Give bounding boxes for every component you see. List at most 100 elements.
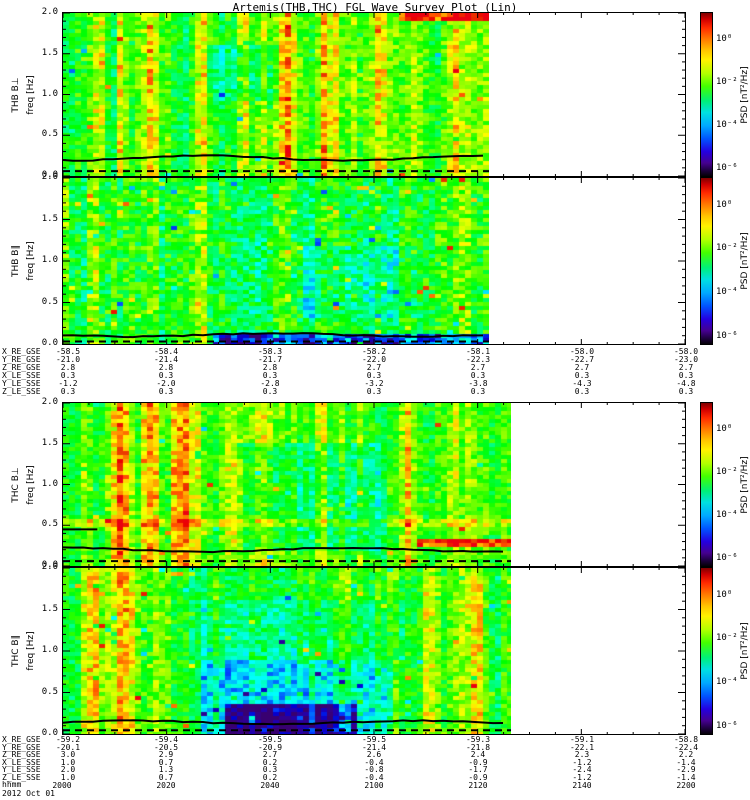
ephemeris-value: 0.3 xyxy=(574,387,590,396)
ephemeris-value: 3.0 xyxy=(60,750,76,759)
ephemeris-value: 0.3 xyxy=(158,387,174,396)
ephemeris-value: 2.2 xyxy=(678,750,694,759)
ephemeris-value: -0.9 xyxy=(468,757,488,767)
ephemeris-value: -59.4 xyxy=(153,735,179,744)
y-tick-label: 1.0 xyxy=(41,478,58,489)
colorbar-tick-label: 10⁻² xyxy=(716,243,738,254)
ephemeris-value: -21.7 xyxy=(257,355,283,364)
colorbar-thc-bperp xyxy=(700,402,713,567)
ephemeris-value: -58.0 xyxy=(673,347,699,356)
y-tick-label: 2.0 xyxy=(41,172,58,182)
spectrogram-panel-thb-bpar xyxy=(62,177,686,345)
colorbar-axis-label: PSD [nT²/Hz] xyxy=(740,455,750,514)
ephemeris-value: -58.8 xyxy=(673,735,699,744)
y-tick-label: 0.5 xyxy=(41,129,58,140)
ephemeris-value: 0.3 xyxy=(262,371,278,380)
y-tick-label: 2.0 xyxy=(41,397,58,407)
overlay-solid-line xyxy=(63,154,484,162)
panel-label-thb-bperp: THB B⊥ xyxy=(11,76,21,113)
colorbar-tick-label: 10⁻⁶ xyxy=(716,552,738,563)
ephemeris-row-label: Y_RE_GSE xyxy=(2,742,41,752)
ephemeris-value: 2.0 xyxy=(60,765,76,774)
colorbar-tick-label: 10⁻⁶ xyxy=(716,162,738,173)
plot-title-text: Artemis(THB,THC) FGL Wave Survey Plot (L… xyxy=(232,1,518,15)
overlay-solid-line xyxy=(63,546,504,554)
ephemeris-value: -3.2 xyxy=(364,379,384,388)
ephemeris-value: 2.7 xyxy=(470,363,486,372)
ephemeris-value: -22.0 xyxy=(361,355,387,364)
ephemeris-value: -22.7 xyxy=(569,355,595,364)
ephemeris-value: 0.3 xyxy=(470,371,486,380)
ephemeris-value: 0.3 xyxy=(366,371,382,380)
ephemeris-value: -0.4 xyxy=(364,757,384,767)
ephemeris-value: 2.4 xyxy=(470,750,486,759)
time-tick-label: 2020 xyxy=(156,781,176,790)
overlay-solid-line xyxy=(63,719,504,726)
ephemeris-value: -3.8 xyxy=(468,379,488,388)
ephemeris-value: -0.8 xyxy=(364,765,384,774)
spectrogram-canvas-thc-bpar xyxy=(63,568,511,734)
ephemeris-value: 0.3 xyxy=(158,371,174,380)
ephemeris-row-label: Z_RE_GSE xyxy=(2,750,41,759)
ephemeris-value: 0.3 xyxy=(262,387,278,396)
ephemeris-row-label: X_LE_SSE xyxy=(2,371,41,380)
colorbar-tick-label: 10⁻⁴ xyxy=(716,509,738,520)
freq-axis-label: freq [Hz] xyxy=(26,631,36,671)
ephemeris-value: -58.0 xyxy=(569,347,595,356)
y-tick-label: 0.5 xyxy=(41,519,58,530)
freq-axis-label: freq [Hz] xyxy=(26,464,36,505)
colorbar-tick-label: 10⁰ xyxy=(716,589,733,600)
ephemeris-value: -20.1 xyxy=(55,742,81,752)
overlay-lines-thb-bpar xyxy=(63,178,685,344)
ephemeris-value: -59.2 xyxy=(55,735,81,744)
ephemeris-row-label: Y_LE_SSE xyxy=(2,379,41,388)
y-tick-label: 1.5 xyxy=(41,603,58,614)
colorbar-axis-label: PSD [nT²/Hz] xyxy=(740,622,750,680)
ephemeris-value: 0.2 xyxy=(262,757,278,767)
y-tick-label: 0.0 xyxy=(41,170,58,180)
ephemeris-value: 0.3 xyxy=(60,387,76,396)
ephemeris-value: -1.4 xyxy=(676,772,696,782)
ephemeris-value: 2.8 xyxy=(60,363,76,372)
ephemeris-value: -58.2 xyxy=(361,347,387,356)
ephemeris-value: -58.4 xyxy=(153,347,179,356)
colorbar-tick-label: 10⁻⁴ xyxy=(716,286,738,297)
ephemeris-value: -20.9 xyxy=(257,742,283,752)
y-tick-label: 1.0 xyxy=(41,88,58,99)
ephemeris-value: 2.8 xyxy=(158,363,174,372)
ephemeris-value: -58.1 xyxy=(465,347,491,356)
ephemeris-row-label: X_LE_SSE xyxy=(2,757,41,767)
ephemeris-value: 0.2 xyxy=(262,772,278,782)
ephemeris-value: 2.6 xyxy=(366,750,382,759)
spectrogram-canvas-thb-bpar xyxy=(63,178,489,344)
y-tick-label: 1.5 xyxy=(41,47,58,58)
colorbar-thb-bperp xyxy=(700,12,713,177)
spectrogram-canvas-thb-bperp xyxy=(63,13,489,176)
ephemeris-value: 0.7 xyxy=(158,757,174,767)
ephemeris-value: -22.4 xyxy=(673,742,699,752)
ephemeris-value: -1.4 xyxy=(676,757,696,767)
ephemeris-value: -2.4 xyxy=(572,765,592,774)
ephemeris-value: 1.0 xyxy=(60,772,76,782)
ephemeris-value: -20.5 xyxy=(153,742,179,752)
y-tick-label: 2.0 xyxy=(41,7,58,17)
ephemeris-value: 0.3 xyxy=(262,765,278,774)
ephemeris-value: -21.8 xyxy=(465,742,491,752)
time-tick-label: 2100 xyxy=(364,781,384,790)
ephemeris-value: 2.7 xyxy=(262,750,278,759)
ephemeris-value: -4.8 xyxy=(676,379,696,388)
panel-label-thc-bperp: THC B⊥ xyxy=(11,466,21,503)
page-title: Artemis(THB,THC) FGL Wave Survey Plot (L… xyxy=(0,1,750,15)
y-tick-label: 1.0 xyxy=(41,645,58,655)
ephemeris-value: -23.0 xyxy=(673,355,699,364)
ephemeris-value: -21.4 xyxy=(361,742,387,752)
y-tick-label: 1.5 xyxy=(41,437,58,448)
ephemeris-value: 0.3 xyxy=(366,387,382,396)
ephemeris-value: -1.7 xyxy=(468,765,488,774)
ephemeris-value: -59.1 xyxy=(569,735,595,744)
ephemeris-value: -58.3 xyxy=(257,347,283,356)
y-tick-label: 1.0 xyxy=(41,255,58,265)
ephemeris-value: 1.3 xyxy=(158,765,174,774)
y-tick-label: 1.5 xyxy=(41,213,58,224)
time-axis-unit-label: hhmm xyxy=(2,780,22,789)
